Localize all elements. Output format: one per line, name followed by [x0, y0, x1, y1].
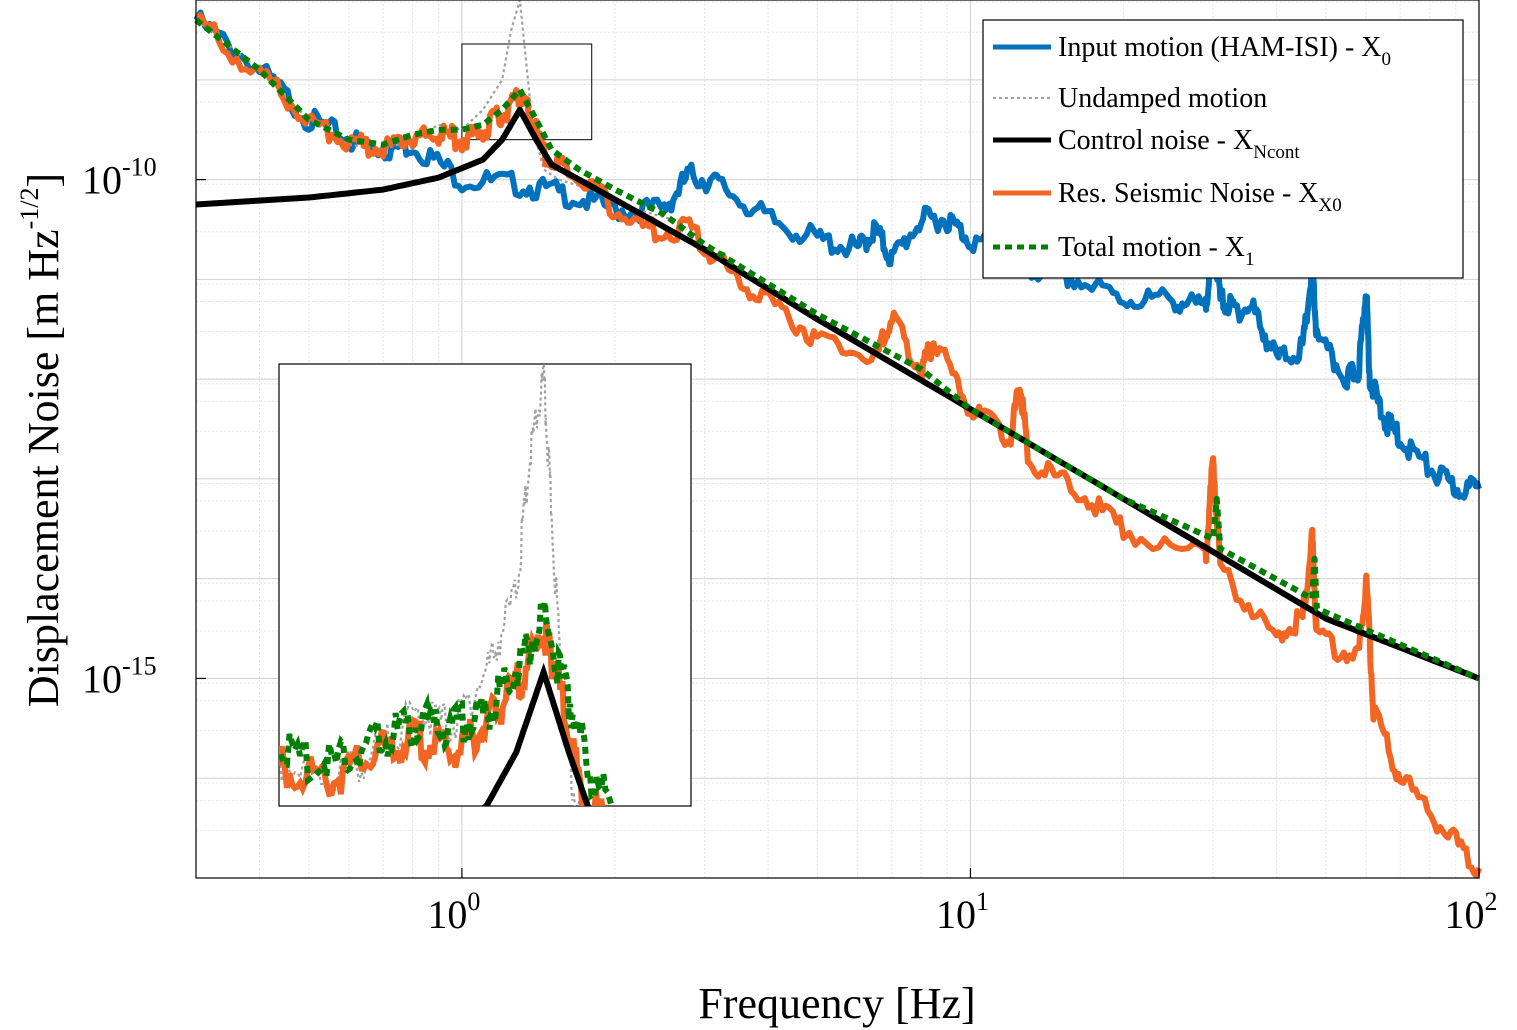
y-tick-label: 10-10: [82, 153, 157, 203]
x-tick-label: 101: [936, 887, 989, 937]
ticks: 100 101 102 10-10 10-15: [82, 153, 1498, 937]
legend-label: Total motion - X1: [1058, 232, 1255, 270]
x-axis-title: Frequency [Hz]: [698, 979, 975, 1028]
legend-label: Control noise - XNcont: [1058, 125, 1300, 163]
y-tick-label: 10-15: [82, 651, 157, 701]
y-axis-title: Displacement Noise [m Hz-1/2]: [15, 173, 68, 707]
inset-line-4: [279, 601, 630, 806]
y-axis-title-main: Displacement Noise [m Hz: [19, 229, 68, 707]
inset-line-2: [481, 662, 591, 806]
y-axis-title-close: ]: [19, 173, 68, 188]
zoom-rect: [461, 43, 593, 141]
series-line-2: [195, 106, 1481, 682]
zoom-region-box: [461, 43, 593, 141]
legend-label: Undamped motion: [1058, 83, 1267, 114]
legend-label: Input motion (HAM-ISI) - X0: [1058, 32, 1391, 70]
axes-frame: [195, 0, 1480, 879]
y-axis-title-exponent: -1/2: [15, 188, 44, 230]
x-tick-label: 100: [427, 887, 480, 937]
legend-label: Res. Seismic Noise - XX0: [1058, 178, 1342, 216]
x-tick-label: 102: [1445, 887, 1498, 937]
legend-box: [982, 19, 1464, 279]
inset-series: [279, 364, 630, 806]
legend: Input motion (HAM-ISI) - X0 Undamped moti…: [982, 19, 1464, 279]
series-line-4: [194, 17, 1481, 682]
inset: [278, 363, 692, 807]
inset-line-3: [279, 618, 606, 806]
series-line-3: [194, 12, 1482, 879]
